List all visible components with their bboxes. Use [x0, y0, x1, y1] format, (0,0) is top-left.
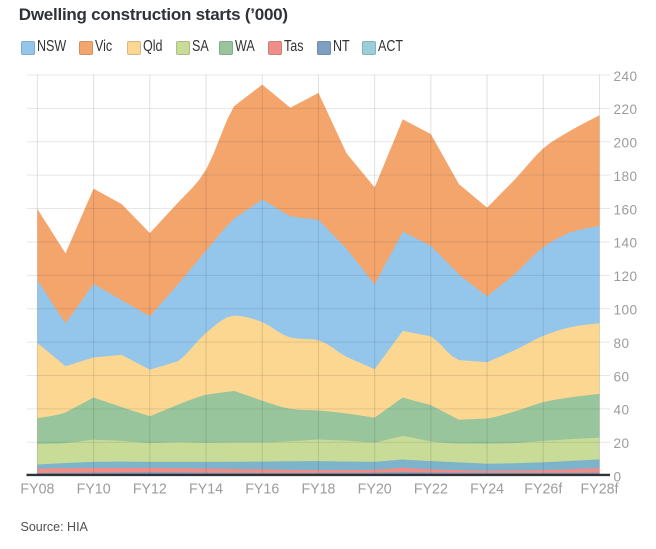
svg-text:80: 80 [614, 336, 630, 351]
svg-text:0: 0 [614, 469, 622, 484]
svg-text:FY28f: FY28f [581, 481, 620, 497]
svg-text:FY24: FY24 [470, 481, 504, 497]
svg-text:FY12: FY12 [133, 481, 167, 497]
svg-text:200: 200 [614, 136, 638, 151]
svg-text:FY26f: FY26f [524, 481, 563, 497]
svg-text:180: 180 [614, 169, 638, 184]
svg-text:220: 220 [614, 102, 638, 117]
svg-text:FY08: FY08 [20, 481, 54, 497]
svg-text:40: 40 [614, 403, 630, 418]
svg-text:FY10: FY10 [77, 481, 111, 497]
svg-text:FY18: FY18 [301, 481, 335, 497]
svg-text:100: 100 [614, 303, 638, 318]
svg-text:120: 120 [614, 269, 638, 284]
svg-text:240: 240 [614, 69, 638, 84]
svg-text:140: 140 [614, 236, 638, 251]
svg-text:160: 160 [614, 202, 638, 217]
svg-text:FY14: FY14 [189, 481, 223, 497]
svg-text:FY16: FY16 [245, 481, 279, 497]
svg-text:20: 20 [614, 436, 630, 451]
svg-text:FY20: FY20 [358, 481, 392, 497]
svg-text:FY22: FY22 [414, 481, 448, 497]
svg-text:60: 60 [614, 369, 630, 384]
